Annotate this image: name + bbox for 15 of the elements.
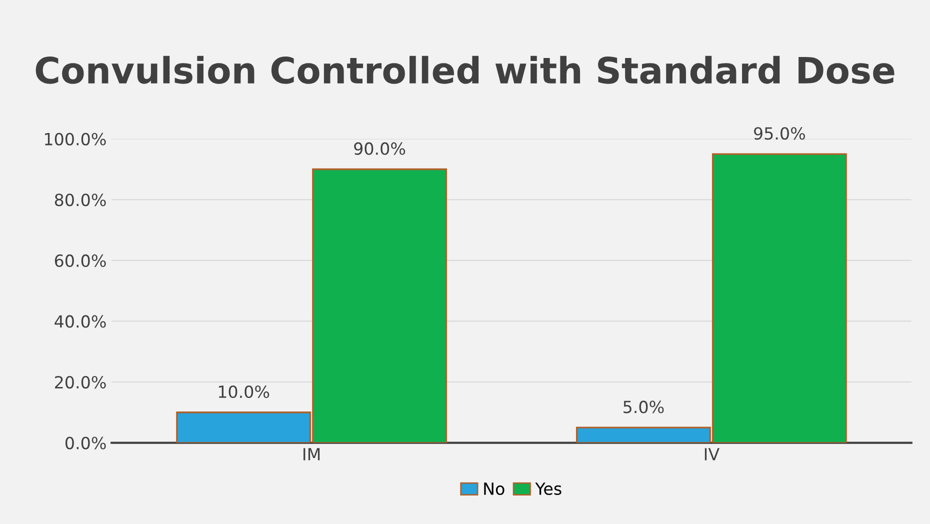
x-tick-label: IM <box>304 448 320 460</box>
data-label: 95.0% <box>754 127 805 140</box>
y-tick-label: 80.0% <box>54 194 106 206</box>
y-tick-label: 0.0% <box>65 436 106 450</box>
data-label: 5.0% <box>624 400 664 414</box>
chart-title: Convulsion Controlled with Standard Dose <box>36 56 894 84</box>
y-tick-label: 60.0% <box>54 254 106 267</box>
y-tick-label: 40.0% <box>54 315 106 328</box>
legend-label: Yes <box>535 482 562 495</box>
y-tick-label: 20.0% <box>55 376 106 389</box>
data-label: 90.0% <box>354 142 406 155</box>
y-tick-label: 100.0% <box>45 132 106 146</box>
data-label: 10.0% <box>218 385 270 398</box>
legend-label: No <box>484 482 504 495</box>
x-tick-label: IV <box>704 448 720 460</box>
